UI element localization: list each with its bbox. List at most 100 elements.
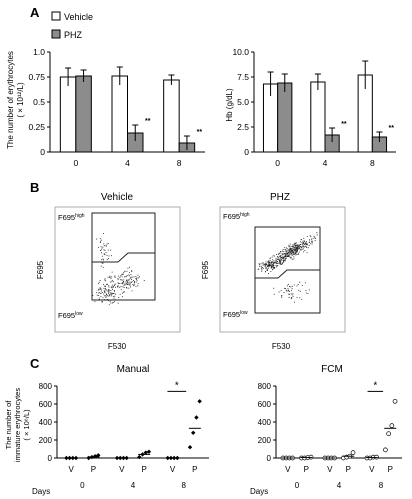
event-dot — [109, 294, 110, 296]
event-dot — [304, 243, 306, 245]
y-tick-label: 600 — [39, 400, 53, 409]
event-dot — [293, 253, 295, 255]
event-dot — [126, 283, 128, 285]
event-dot — [131, 270, 132, 272]
event-dot — [124, 284, 126, 286]
event-dot — [133, 284, 134, 286]
event-dot — [103, 290, 105, 292]
y-tick-label: 200 — [39, 436, 53, 445]
event-dot — [292, 295, 294, 297]
event-dot — [292, 247, 294, 249]
event-dot — [273, 266, 274, 268]
event-dot — [110, 302, 112, 304]
event-dot — [136, 278, 137, 280]
event-dot — [276, 254, 278, 255]
event-dot — [260, 265, 262, 267]
event-dot — [295, 249, 297, 251]
event-dot — [292, 244, 294, 245]
event-dot — [282, 250, 283, 252]
event-dot — [112, 288, 113, 290]
event-dot — [304, 282, 306, 284]
event-dot — [267, 265, 269, 267]
event-dot — [263, 263, 265, 265]
event-dot — [133, 284, 135, 286]
event-dot — [295, 252, 297, 253]
event-dot — [123, 279, 125, 281]
event-dot — [283, 260, 285, 262]
event-dot — [299, 297, 301, 299]
flow-vehicle: Vehicle F695high F695low F695 F530 — [36, 192, 181, 351]
event-dot — [294, 247, 296, 249]
event-dot — [137, 277, 139, 279]
event-dot — [114, 283, 116, 285]
event-dot — [291, 288, 293, 290]
event-dot — [312, 240, 314, 242]
event-dot — [281, 295, 282, 297]
event-dot — [306, 236, 308, 237]
event-dot — [135, 281, 137, 283]
event-dot — [303, 246, 305, 247]
event-dot — [280, 255, 282, 256]
event-dot — [108, 295, 110, 297]
event-dot — [280, 251, 282, 253]
significance-label: ** — [197, 129, 203, 136]
event-dot — [298, 251, 300, 253]
event-dot — [313, 235, 315, 237]
day-tick-label: 8 — [379, 481, 384, 490]
event-dot — [285, 257, 287, 259]
event-dot — [123, 281, 125, 282]
bar-vehicle — [310, 81, 326, 153]
event-dot — [278, 261, 280, 263]
event-dot — [113, 285, 115, 287]
event-dot — [277, 263, 279, 264]
event-dot — [277, 265, 279, 266]
data-point — [392, 398, 398, 404]
event-dot — [283, 287, 285, 289]
event-dot — [106, 283, 107, 285]
event-dot — [104, 288, 106, 289]
event-dot — [100, 287, 102, 289]
event-dot — [100, 293, 102, 294]
event-dot — [271, 261, 273, 263]
event-dot — [273, 260, 275, 262]
event-dot — [110, 293, 112, 295]
event-dot — [110, 281, 112, 283]
event-dot — [261, 269, 263, 271]
event-dot — [277, 256, 279, 258]
event-dot — [103, 295, 105, 297]
event-dot — [108, 289, 109, 291]
event-dot — [277, 259, 279, 260]
event-dot — [288, 252, 290, 254]
event-dot — [106, 295, 108, 297]
event-dot — [293, 250, 295, 251]
event-dot — [305, 241, 307, 243]
event-dot — [304, 243, 306, 245]
event-dot — [113, 281, 114, 283]
event-dot — [301, 246, 303, 248]
event-dot — [266, 267, 268, 269]
event-dot — [104, 299, 106, 300]
flow-vehicle-high-gate: F695high — [58, 213, 85, 222]
flow-phz-ylabel: F695 — [201, 260, 210, 279]
event-dot — [119, 286, 121, 288]
event-dot — [284, 260, 286, 262]
event-dot — [309, 241, 310, 243]
event-dot — [292, 245, 294, 247]
event-dot — [291, 251, 292, 253]
event-dot — [296, 253, 298, 255]
data-point — [197, 399, 202, 404]
event-dot — [287, 284, 289, 285]
event-dot — [106, 294, 108, 296]
event-dot — [283, 257, 285, 258]
event-dot — [272, 269, 273, 271]
event-dot — [291, 285, 293, 287]
event-dot — [123, 272, 124, 274]
event-dot — [283, 262, 285, 263]
event-dot — [305, 245, 306, 247]
event-dot — [299, 244, 301, 245]
event-dot — [274, 267, 275, 268]
event-dot — [99, 299, 100, 300]
event-dot — [309, 235, 311, 237]
event-dot — [268, 273, 269, 274]
group-tick-label: P — [141, 465, 146, 474]
